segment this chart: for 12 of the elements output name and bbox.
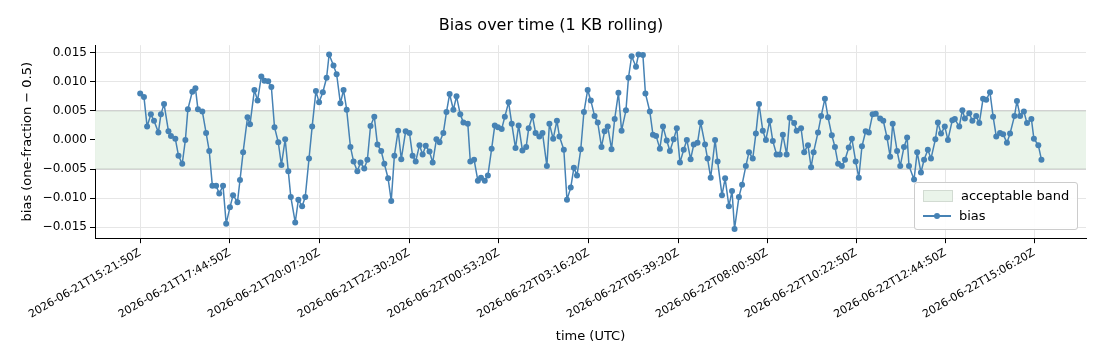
y-tick-label: −0.015 [42, 219, 88, 234]
x-axis-title: time (UTC) [555, 327, 626, 343]
y-tick-label: 0.005 [52, 103, 88, 118]
legend-label: acceptable band [961, 187, 1070, 206]
y-tick-label: 0.010 [52, 73, 88, 88]
y-axis-title: bias (one-fraction − 0.5) [19, 61, 35, 222]
y-tick-label: −0.010 [42, 190, 88, 205]
y-tick-label: −0.005 [42, 161, 88, 176]
legend-label: bias [959, 207, 986, 226]
y-tick-label: 0.000 [52, 132, 88, 147]
chart-title: Bias over time (1 KB rolling) [438, 14, 664, 34]
y-tick-label: 0.015 [52, 44, 88, 59]
